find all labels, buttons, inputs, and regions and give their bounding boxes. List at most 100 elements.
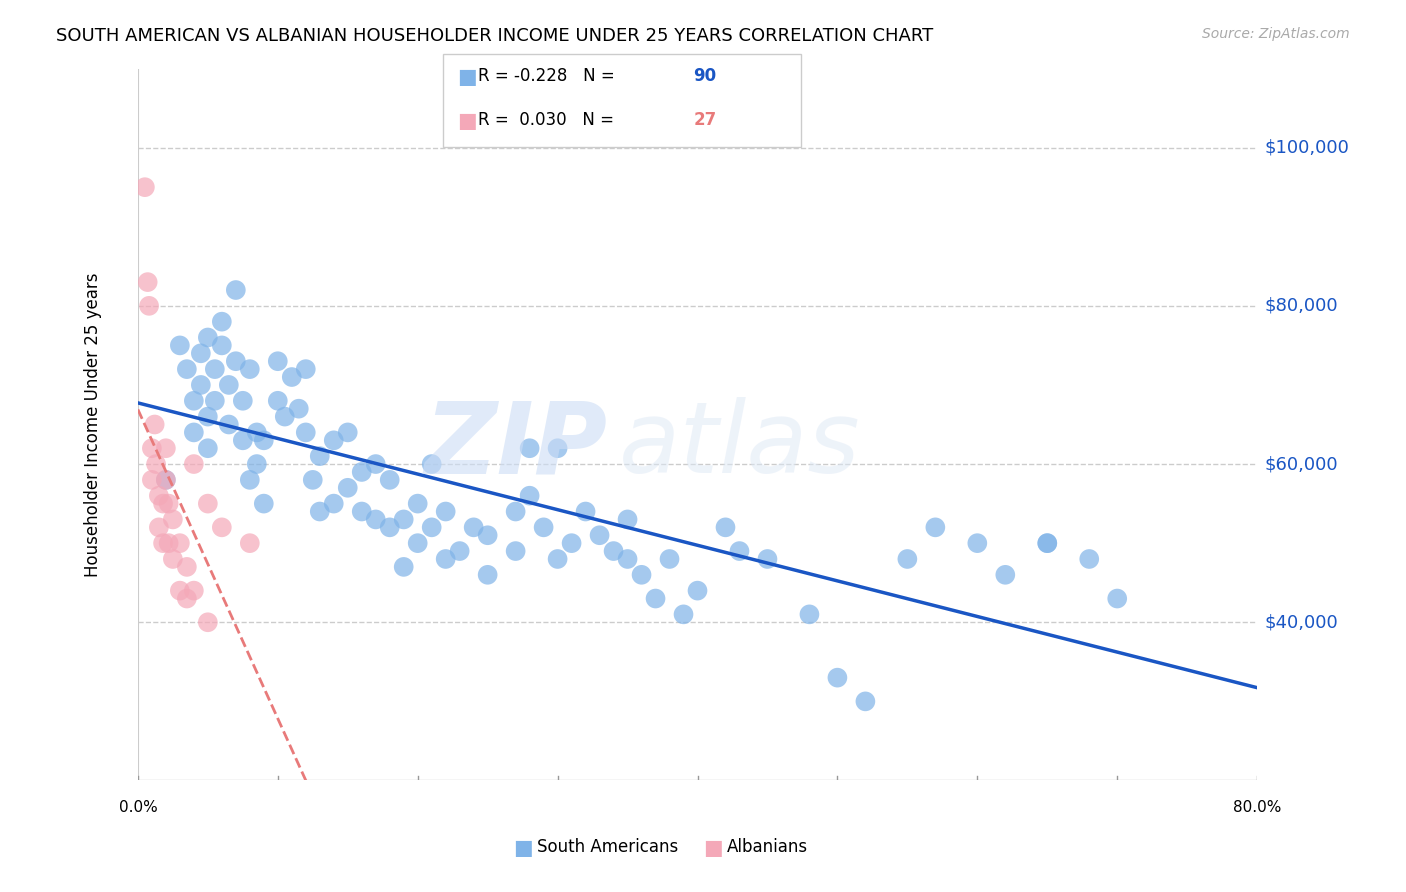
Point (966, 536, 988, 550)
Point (211, 338, 233, 352)
Point (197, 442, 219, 456)
Point (288, 401, 311, 416)
Point (204, 362, 226, 376)
Point (136, 275, 159, 289)
Point (855, 694, 877, 708)
Point (232, 434, 254, 448)
Point (211, 315, 233, 329)
Text: 80.0%: 80.0% (1233, 800, 1281, 815)
Text: R = -0.228   N =: R = -0.228 N = (478, 67, 620, 85)
Text: 27: 27 (693, 112, 717, 129)
Point (994, 567, 1017, 582)
Point (190, 346, 212, 360)
Point (155, 473, 177, 487)
Point (378, 520, 401, 534)
Point (392, 560, 415, 574)
Point (672, 607, 695, 622)
Point (588, 528, 610, 542)
Point (574, 504, 596, 518)
Point (322, 497, 344, 511)
Text: ZIP: ZIP (425, 397, 607, 494)
Point (246, 457, 269, 471)
Text: ■: ■ (457, 67, 477, 87)
Text: Householder Income Under 25 years: Householder Income Under 25 years (84, 272, 103, 577)
Point (392, 512, 415, 526)
Point (519, 442, 541, 456)
Point (176, 560, 198, 574)
Text: $80,000: $80,000 (1264, 297, 1337, 315)
Text: SOUTH AMERICAN VS ALBANIAN HOUSEHOLDER INCOME UNDER 25 YEARS CORRELATION CHART: SOUTH AMERICAN VS ALBANIAN HOUSEHOLDER I… (56, 27, 934, 45)
Point (176, 362, 198, 376)
Point (294, 425, 316, 440)
Point (519, 489, 541, 503)
Point (322, 434, 344, 448)
Point (547, 552, 569, 566)
Point (336, 425, 359, 440)
Text: $40,000: $40,000 (1264, 614, 1339, 632)
Point (267, 354, 290, 368)
Point (827, 671, 849, 685)
Text: Source: ZipAtlas.com: Source: ZipAtlas.com (1202, 27, 1350, 41)
Point (281, 370, 304, 384)
Point (197, 409, 219, 424)
Point (134, 180, 156, 194)
Point (267, 393, 290, 408)
Point (505, 504, 527, 518)
Point (364, 457, 387, 471)
Point (143, 417, 166, 432)
Point (756, 552, 779, 566)
Point (434, 552, 457, 566)
Point (148, 489, 170, 503)
Point (225, 283, 247, 297)
Point (197, 497, 219, 511)
Point (364, 512, 387, 526)
Point (141, 473, 163, 487)
Point (533, 520, 555, 534)
Point (162, 552, 184, 566)
Text: Albanians: Albanians (727, 838, 808, 856)
Point (924, 520, 946, 534)
Point (616, 512, 638, 526)
Text: South Americans: South Americans (537, 838, 678, 856)
Point (218, 378, 240, 392)
Point (197, 330, 219, 344)
Point (157, 536, 180, 550)
Point (204, 393, 226, 408)
Point (1036, 536, 1059, 550)
Point (714, 520, 737, 534)
Point (155, 442, 177, 456)
Point (211, 520, 233, 534)
Point (162, 512, 184, 526)
Point (246, 425, 269, 440)
Point (561, 536, 583, 550)
Point (1036, 536, 1059, 550)
Point (308, 504, 330, 518)
Point (406, 497, 429, 511)
Text: $60,000: $60,000 (1264, 455, 1337, 473)
Point (505, 544, 527, 558)
Point (449, 544, 471, 558)
Point (253, 497, 276, 511)
Point (896, 552, 918, 566)
Text: 90: 90 (693, 67, 716, 85)
Point (463, 520, 485, 534)
Point (630, 567, 652, 582)
Point (1107, 591, 1129, 606)
Point (301, 473, 323, 487)
Text: 0.0%: 0.0% (118, 800, 157, 815)
Text: R =  0.030   N =: R = 0.030 N = (478, 112, 619, 129)
Point (218, 417, 240, 432)
Point (225, 354, 247, 368)
Point (728, 544, 751, 558)
Point (406, 536, 429, 550)
Point (138, 299, 160, 313)
Text: ■: ■ (703, 838, 723, 858)
Point (183, 583, 205, 598)
Text: $100,000: $100,000 (1264, 138, 1348, 157)
Point (616, 552, 638, 566)
Point (176, 591, 198, 606)
Point (420, 520, 443, 534)
Point (378, 473, 401, 487)
Point (420, 457, 443, 471)
Point (477, 528, 499, 542)
